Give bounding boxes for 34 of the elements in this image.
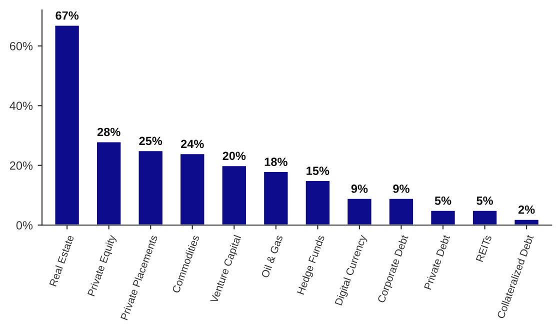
x-tick-label: Oil & Gas <box>260 234 283 278</box>
bar <box>137 150 164 226</box>
data-label: 15% <box>306 166 330 175</box>
y-tick-label: 20% <box>10 161 33 170</box>
data-label: 9% <box>393 184 410 193</box>
y-tick-label: 0% <box>16 221 33 230</box>
data-label: 20% <box>222 152 246 160</box>
y-tick-label: 40% <box>10 102 33 110</box>
bar <box>513 218 540 226</box>
data-label: 5% <box>434 196 452 205</box>
bar <box>346 198 373 226</box>
bar <box>388 198 414 226</box>
bar <box>220 164 248 226</box>
x-tick-label: REITs <box>476 234 492 262</box>
bar <box>96 140 122 226</box>
bar <box>472 209 498 226</box>
data-label: 9% <box>351 184 368 193</box>
data-label: 67% <box>56 11 79 20</box>
data-label: 24% <box>180 140 204 148</box>
x-tick-label: Real Estate <box>48 234 74 287</box>
bar <box>262 170 290 226</box>
bar <box>304 180 331 226</box>
bar <box>179 152 206 226</box>
data-label: 5% <box>476 196 493 205</box>
bar <box>54 24 80 226</box>
bar <box>430 209 456 226</box>
data-label: 25% <box>139 136 162 146</box>
data-label: 18% <box>264 158 288 166</box>
data-label: 2% <box>518 205 535 214</box>
x-tick-label: Hedge Funds <box>296 234 327 296</box>
y-tick-label: 60% <box>10 42 33 50</box>
x-tick-label: Private Equity <box>87 234 118 298</box>
data-label: 28% <box>97 128 120 136</box>
x-tick-label: Private Debt <box>424 234 450 290</box>
